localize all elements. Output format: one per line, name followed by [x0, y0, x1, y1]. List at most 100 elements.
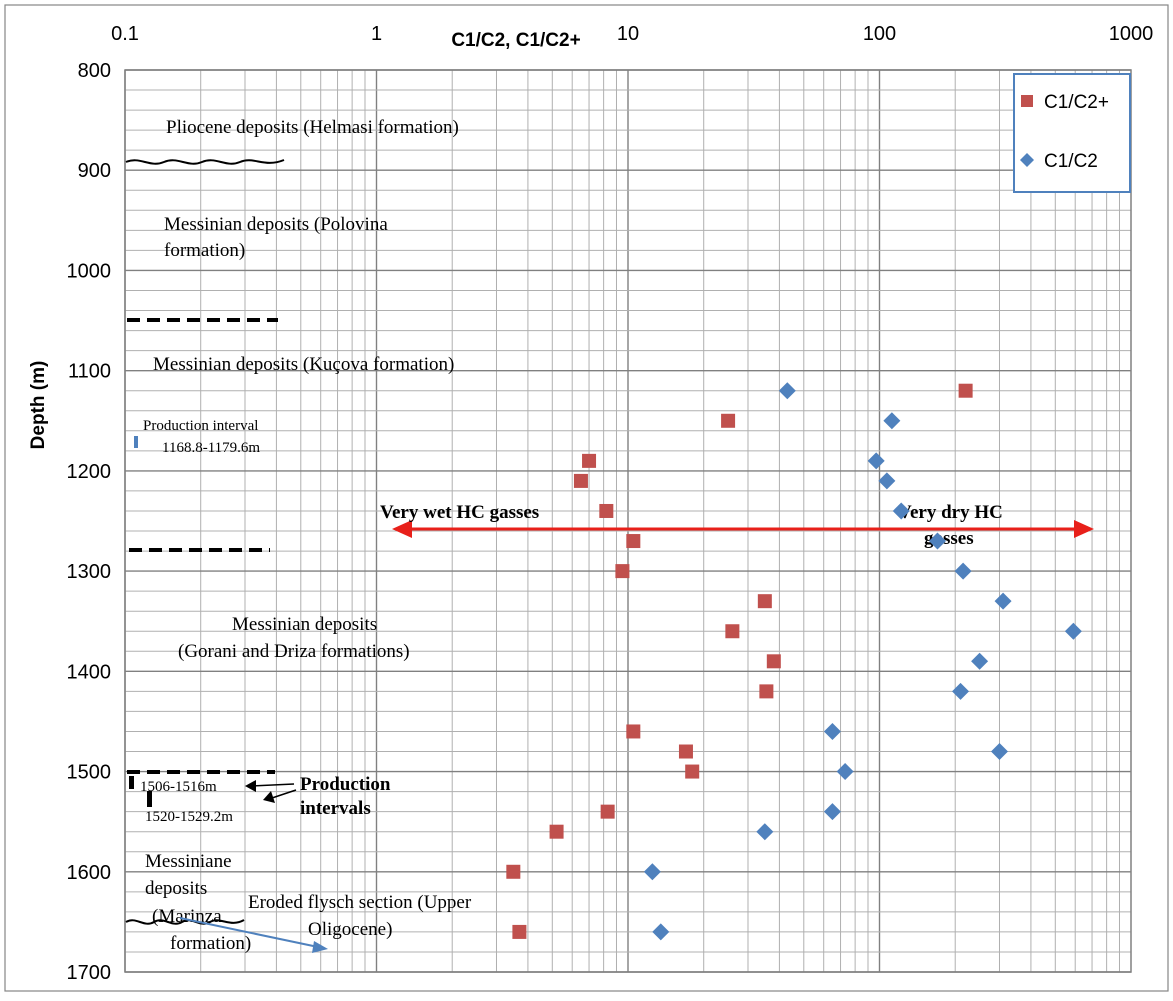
point-c1c2	[990, 743, 1008, 761]
point-c1c2	[892, 502, 910, 520]
data-points	[506, 382, 1082, 941]
production-interval-range: 1168.8-1179.6m	[162, 440, 260, 456]
unconformity-line-top	[125, 159, 285, 165]
y-tick-label: 1100	[68, 361, 111, 383]
marinza-label-1: Messiniane	[145, 851, 232, 872]
point-c1c2plus	[615, 564, 630, 579]
point-c1c2	[1064, 622, 1082, 640]
production-interval-b-marker	[147, 791, 152, 807]
point-c1c2	[867, 452, 885, 470]
arrow-head-left	[392, 520, 412, 538]
point-c1c2plus	[506, 864, 521, 879]
grid	[124, 69, 1131, 973]
pointer-arrow-a	[251, 783, 295, 787]
point-c1c2plus	[766, 654, 781, 669]
legend-label-c1c2: C1/C2	[1044, 151, 1098, 172]
pliocene-label: Pliocene deposits (Helmasi formation)	[166, 117, 459, 138]
point-c1c2	[836, 763, 854, 781]
pointer-arrow-b	[271, 789, 297, 799]
flysch-label-2: Oligocene)	[308, 919, 392, 940]
y-tick-label: 1600	[67, 862, 112, 884]
interval-a-range: 1506-1516m	[140, 779, 217, 795]
arrow-head-right	[1074, 520, 1094, 538]
point-c1c2plus	[600, 804, 615, 819]
point-c1c2	[883, 412, 901, 430]
point-c1c2	[994, 592, 1012, 610]
plot-area	[124, 69, 1132, 973]
y-tick-label: 1500	[67, 762, 112, 784]
flysch-label-1: Eroded flysch section (Upper	[248, 892, 472, 913]
point-c1c2plus	[626, 724, 641, 739]
x-tick-label: 10	[617, 23, 639, 45]
point-c1c2	[971, 652, 989, 670]
x-tick-label: 1	[371, 23, 382, 45]
point-c1c2plus	[721, 413, 736, 428]
production-interval-label: Production interval	[143, 418, 258, 434]
x-tick-label: 100	[863, 23, 896, 45]
x-tick-label: 0.1	[111, 23, 139, 45]
legend: C1/C2+ C1/C2	[1013, 73, 1131, 193]
point-c1c2plus	[599, 503, 614, 518]
legend-marker-c1c2plus	[1021, 95, 1033, 107]
point-c1c2plus	[573, 473, 588, 488]
point-c1c2	[643, 863, 661, 881]
pointer-arrow-b-head	[263, 791, 275, 803]
annotations: Pliocene deposits (Helmasi formation) Me…	[125, 117, 1094, 954]
y-tick-label: 900	[78, 160, 111, 182]
point-c1c2	[928, 532, 946, 550]
x-axis-ticks: 0.1 1 10 100 1000	[111, 23, 1153, 45]
point-c1c2plus	[582, 453, 597, 468]
production-interval-a-marker	[129, 776, 134, 789]
production-intervals-label-1: Production	[300, 774, 391, 795]
y-tick-label: 1000	[67, 260, 112, 282]
point-c1c2plus	[958, 383, 973, 398]
very-wet-label: Very wet HC gasses	[380, 502, 539, 523]
pointer-arrow-a-head	[245, 780, 256, 792]
point-c1c2	[952, 682, 970, 700]
gorani-label-1: Messinian deposits	[232, 614, 377, 635]
interval-b-range: 1520-1529.2m	[145, 809, 233, 825]
y-tick-label: 1300	[67, 561, 112, 583]
point-c1c2	[954, 562, 972, 580]
y-tick-label: 1400	[67, 661, 112, 683]
point-c1c2	[823, 803, 841, 821]
y-tick-label: 1200	[67, 461, 112, 483]
marinza-label-2: deposits	[145, 878, 207, 899]
legend-box	[1013, 73, 1131, 193]
point-c1c2plus	[678, 744, 693, 759]
x-tick-label: 1000	[1109, 23, 1154, 45]
point-c1c2plus	[626, 534, 641, 549]
chart-frame	[4, 4, 1169, 992]
point-c1c2	[778, 382, 796, 400]
point-c1c2plus	[549, 824, 564, 839]
very-dry-label-1: Very dry HC	[898, 502, 1003, 523]
legend-label-c1c2plus: C1/C2+	[1044, 92, 1109, 113]
point-c1c2	[878, 472, 896, 490]
polovina-label-2: formation)	[164, 240, 245, 261]
point-c1c2plus	[512, 924, 527, 939]
production-interval-marker	[134, 436, 138, 448]
legend-marker-c1c2	[1020, 153, 1034, 167]
point-c1c2plus	[759, 684, 774, 699]
unconformity-line-bottom	[125, 919, 245, 925]
gorani-label-2: (Gorani and Driza formations)	[178, 641, 410, 662]
point-c1c2plus	[685, 764, 700, 779]
point-c1c2	[756, 823, 774, 841]
plot-border	[124, 69, 1132, 973]
kucova-label: Messinian deposits (Kuçova formation)	[153, 354, 454, 375]
point-c1c2plus	[725, 624, 740, 639]
production-intervals-label-2: intervals	[300, 798, 371, 819]
point-c1c2plus	[757, 594, 772, 609]
point-c1c2	[652, 923, 670, 941]
x-axis-title: C1/C2, C1/C2+	[451, 30, 580, 51]
y-axis-ticks: 800 900 1000 1100 1200 1300 1400 1500 1600 1700	[67, 60, 112, 984]
polovina-label-1: Messinian deposits (Polovina	[164, 214, 388, 235]
marinza-label-4: formation)	[170, 933, 251, 954]
very-dry-label-2: gasses	[924, 528, 974, 549]
flysch-arrow-line	[179, 917, 319, 948]
y-tick-label: 1700	[67, 962, 112, 984]
flysch-arrow-head	[312, 941, 328, 953]
y-tick-label: 800	[78, 60, 111, 82]
